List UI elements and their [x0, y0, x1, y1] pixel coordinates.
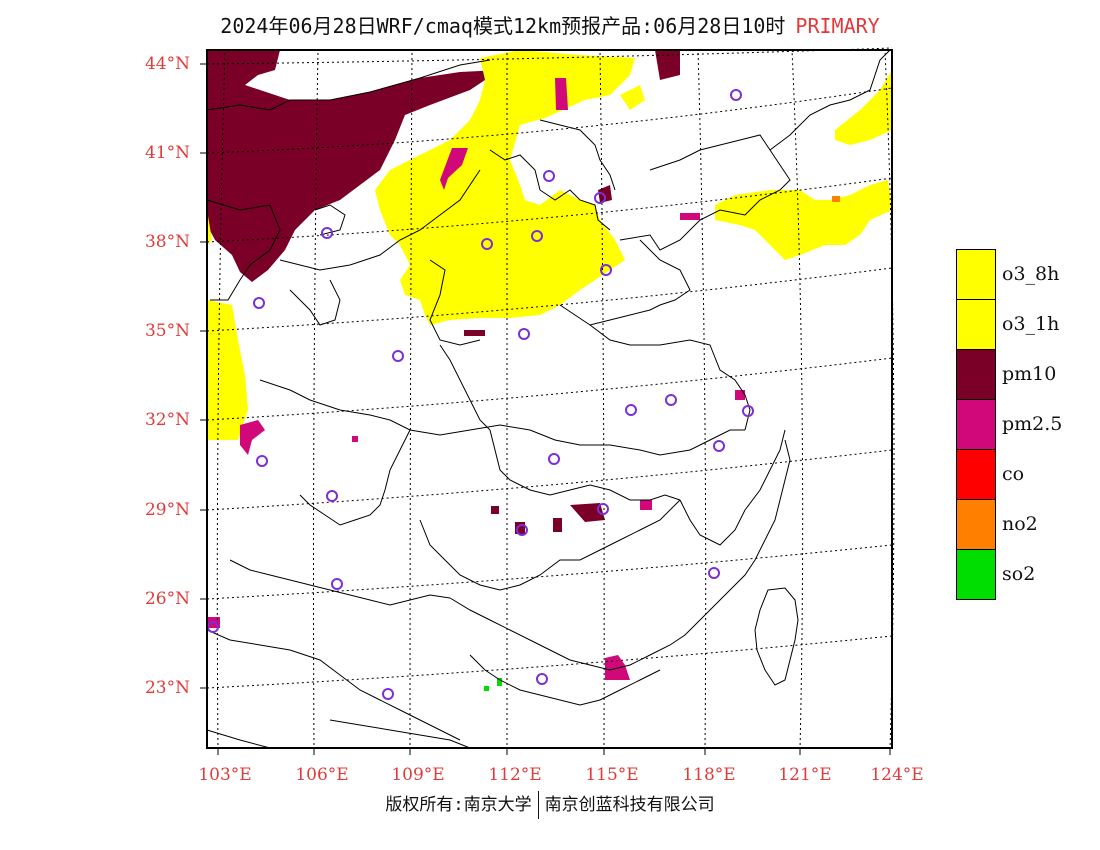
lat-label-35: 35°N: [144, 321, 190, 341]
map-frame: [206, 49, 893, 749]
legend-item-o3-1h: o3_1h: [956, 299, 1100, 350]
legend-item-no2: no2: [956, 499, 1100, 550]
lon-label-106: 106°E: [295, 765, 349, 785]
legend-label: no2: [1002, 513, 1038, 535]
legend-label: co: [1002, 463, 1025, 485]
admin-boundaries: [206, 49, 891, 749]
primary-tag: PRIMARY: [795, 14, 880, 38]
pm25-field: [207, 78, 745, 680]
legend-item-o3-8h: o3_8h: [956, 249, 1100, 300]
footer-divider: [537, 791, 539, 819]
legend-item-pm25: pm2.5: [956, 399, 1100, 450]
legend-item-so2: so2: [956, 549, 1100, 600]
o3-field: [207, 50, 892, 440]
title-text: 2024年06月28日WRF/cmaq模式12km预报产品:06月28日10时: [220, 14, 786, 38]
lat-label-29: 29°N: [144, 500, 190, 520]
legend-label: pm10: [1002, 363, 1057, 385]
lon-label-112: 112°E: [488, 765, 542, 785]
lon-label-121: 121°E: [778, 765, 832, 785]
legend-item-pm10: pm10: [956, 349, 1100, 400]
lon-label-124: 124°E: [870, 765, 924, 785]
lat-label-38: 38°N: [144, 232, 190, 252]
legend-swatch: [956, 549, 996, 600]
legend-label: o3_1h: [1002, 313, 1060, 335]
axis-ticks: [200, 63, 891, 755]
no2-field: [832, 196, 840, 202]
lat-label-26: 26°N: [144, 589, 190, 609]
lat-label-32: 32°N: [144, 410, 190, 430]
legend-swatch: [956, 249, 996, 300]
legend-label: pm2.5: [1002, 413, 1063, 435]
lon-label-118: 118°E: [682, 765, 736, 785]
lat-label-23: 23°N: [144, 678, 190, 698]
legend-item-co: co: [956, 449, 1100, 500]
copyright-footer: 版权所有:南京大学 南京创蓝科技有限公司: [0, 790, 1100, 819]
so2-field: [484, 678, 502, 691]
legend-swatch: [956, 299, 996, 350]
city-markers: [207, 89, 754, 700]
lon-label-109: 109°E: [391, 765, 445, 785]
legend-label: so2: [1002, 563, 1036, 585]
copyright-left: 版权所有:南京大学: [385, 795, 532, 815]
legend-swatch: [956, 499, 996, 550]
legend-swatch: [956, 399, 996, 450]
legend-swatch: [956, 349, 996, 400]
lat-label-44: 44°N: [144, 54, 190, 74]
lon-label-103: 103°E: [198, 765, 252, 785]
legend-swatch: [956, 449, 996, 500]
lon-label-115: 115°E: [585, 765, 639, 785]
map-title: 2024年06月28日WRF/cmaq模式12km预报产品:06月28日10时 P…: [0, 10, 1100, 39]
copyright-right: 南京创蓝科技有限公司: [544, 795, 715, 815]
legend-label: o3_8h: [1002, 263, 1060, 285]
lat-label-41: 41°N: [144, 143, 190, 163]
